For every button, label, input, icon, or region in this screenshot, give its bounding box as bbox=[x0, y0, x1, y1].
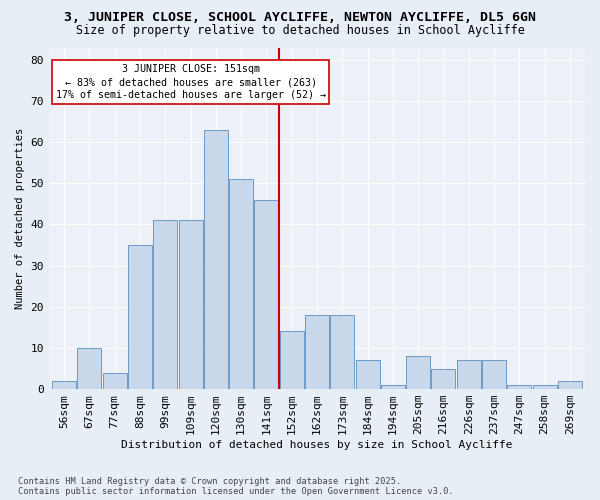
Text: 3 JUNIPER CLOSE: 151sqm
← 83% of detached houses are smaller (263)
17% of semi-d: 3 JUNIPER CLOSE: 151sqm ← 83% of detache… bbox=[56, 64, 326, 100]
Bar bbox=[305, 315, 329, 389]
Text: Contains HM Land Registry data © Crown copyright and database right 2025.
Contai: Contains HM Land Registry data © Crown c… bbox=[18, 476, 454, 496]
Bar bbox=[558, 381, 582, 389]
Bar bbox=[507, 385, 531, 389]
Bar bbox=[77, 348, 101, 389]
Y-axis label: Number of detached properties: Number of detached properties bbox=[15, 128, 25, 309]
Bar bbox=[179, 220, 203, 389]
Bar bbox=[254, 200, 278, 389]
Bar bbox=[153, 220, 177, 389]
Bar bbox=[381, 385, 405, 389]
Bar bbox=[229, 179, 253, 389]
Bar bbox=[482, 360, 506, 389]
Bar bbox=[457, 360, 481, 389]
Bar bbox=[280, 332, 304, 389]
Bar bbox=[356, 360, 380, 389]
X-axis label: Distribution of detached houses by size in School Aycliffe: Distribution of detached houses by size … bbox=[121, 440, 513, 450]
Text: Size of property relative to detached houses in School Aycliffe: Size of property relative to detached ho… bbox=[76, 24, 524, 37]
Bar bbox=[406, 356, 430, 389]
Bar bbox=[128, 245, 152, 389]
Bar bbox=[431, 368, 455, 389]
Text: 3, JUNIPER CLOSE, SCHOOL AYCLIFFE, NEWTON AYCLIFFE, DL5 6GN: 3, JUNIPER CLOSE, SCHOOL AYCLIFFE, NEWTO… bbox=[64, 11, 536, 24]
Bar bbox=[204, 130, 228, 389]
Bar bbox=[103, 372, 127, 389]
Bar bbox=[52, 381, 76, 389]
Bar bbox=[330, 315, 354, 389]
Bar bbox=[533, 385, 557, 389]
